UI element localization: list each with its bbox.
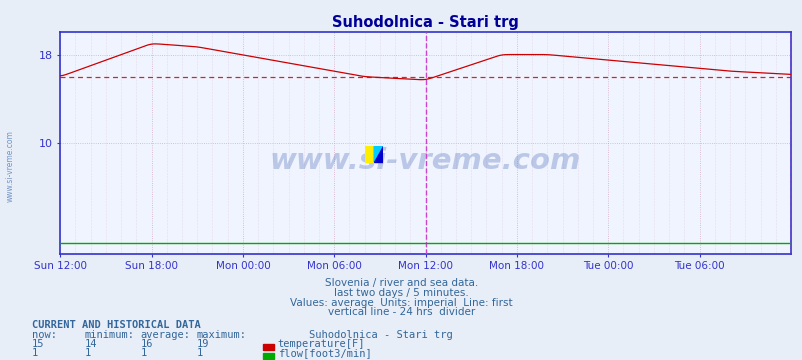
Text: www.si-vreme.com: www.si-vreme.com [6,130,15,202]
Text: Values: average  Units: imperial  Line: first: Values: average Units: imperial Line: fi… [290,298,512,308]
Text: minimum:: minimum: [84,330,134,341]
Text: 1: 1 [32,348,38,359]
Text: 15: 15 [32,339,45,350]
Text: 19: 19 [196,339,209,350]
Text: Suhodolnica - Stari trg: Suhodolnica - Stari trg [309,330,452,341]
Text: 1: 1 [84,348,91,359]
Text: 16: 16 [140,339,153,350]
Polygon shape [374,146,383,162]
Text: average:: average: [140,330,190,341]
Bar [365,146,374,162]
Text: last two days / 5 minutes.: last two days / 5 minutes. [334,288,468,298]
Polygon shape [374,146,383,162]
Text: temperature[F]: temperature[F] [277,339,365,350]
Text: 1: 1 [140,348,147,359]
Text: vertical line - 24 hrs  divider: vertical line - 24 hrs divider [327,307,475,318]
Text: flow[foot3/min]: flow[foot3/min] [277,348,371,359]
Text: Slovenia / river and sea data.: Slovenia / river and sea data. [325,278,477,288]
Title: Suhodolnica - Stari trg: Suhodolnica - Stari trg [332,15,518,30]
Text: now:: now: [32,330,57,341]
Text: www.si-vreme.com: www.si-vreme.com [269,147,581,175]
Text: CURRENT AND HISTORICAL DATA: CURRENT AND HISTORICAL DATA [32,320,200,330]
Text: 1: 1 [196,348,203,359]
Text: maximum:: maximum: [196,330,246,341]
Text: 14: 14 [84,339,97,350]
